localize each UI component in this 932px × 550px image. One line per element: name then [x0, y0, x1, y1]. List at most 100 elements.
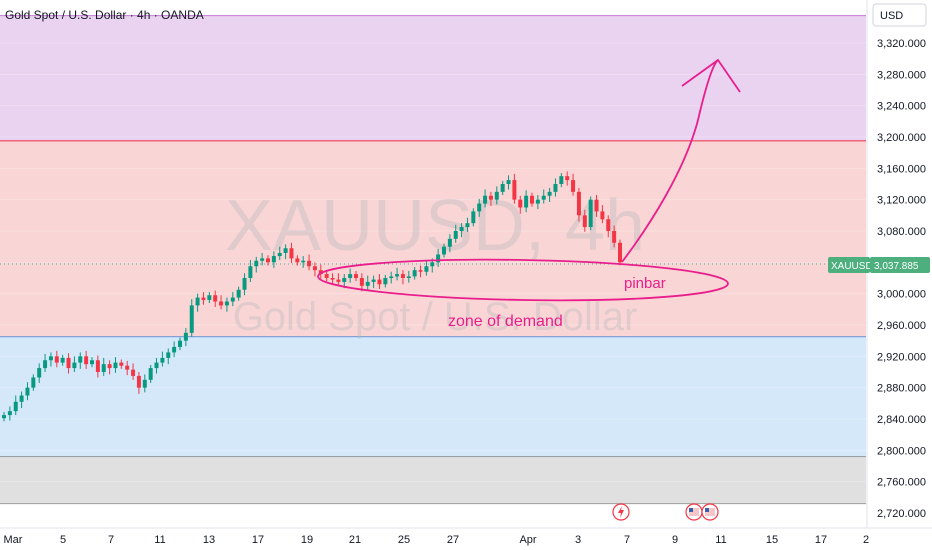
candle-body [606, 219, 611, 231]
candle-body [342, 278, 347, 282]
candle-body [588, 199, 593, 228]
candle-body [113, 362, 118, 369]
candle-body [576, 191, 581, 216]
candle-body [125, 365, 130, 370]
y-tick-label: 2,880.000 [877, 383, 926, 395]
x-tick-label: Apr [519, 534, 536, 546]
candle-body [324, 274, 329, 278]
x-tick-label: 11 [715, 534, 726, 546]
candle-body [189, 305, 194, 333]
candle-body [447, 238, 452, 247]
candle-body [66, 357, 71, 369]
y-tick-label: 2,800.000 [877, 445, 926, 457]
candle-body [207, 295, 212, 300]
y-tick-label: 3,000.000 [877, 289, 926, 301]
y-tick-label: 3,120.000 [877, 195, 926, 207]
x-tick-label: 11 [154, 534, 165, 546]
candle-body [565, 176, 570, 181]
candle-body [19, 395, 24, 402]
candle-body [336, 279, 341, 282]
candle-body [442, 246, 446, 255]
candle-body [418, 270, 423, 272]
candle-body [559, 176, 564, 184]
price-badge: XAUUSD 3,037.885 [828, 257, 930, 273]
candle-body [365, 281, 370, 286]
candle-body [488, 195, 493, 200]
grid-layer [0, 42, 866, 514]
y-tick-label: 2,840.000 [877, 414, 926, 426]
candle-body [612, 231, 617, 243]
candle-body [524, 195, 529, 208]
candle-body [289, 248, 294, 259]
x-tick-label: 27 [447, 534, 459, 546]
y-tick-label: 2,920.000 [877, 351, 926, 363]
candle-body [277, 252, 282, 257]
currency-button[interactable] [872, 3, 927, 27]
x-tick-label: 2 [863, 534, 869, 546]
x-tick-label: 21 [349, 534, 361, 546]
candle-body [37, 368, 42, 378]
candle-body [307, 260, 312, 267]
candle-body [330, 278, 335, 280]
candle-body [553, 184, 558, 192]
candle-body [541, 195, 546, 200]
candle-body [618, 242, 622, 263]
supply-zone [0, 15, 866, 141]
pinbar-label: pinbar [624, 275, 666, 292]
demand-zone [0, 336, 866, 457]
candle-body [395, 274, 400, 277]
candle-body [230, 297, 235, 302]
candle-body [31, 377, 36, 388]
candle-body [90, 360, 94, 365]
y-tick-label: 3,240.000 [877, 101, 926, 113]
candle-body [412, 270, 417, 277]
candle-body [43, 360, 48, 369]
x-tick-label: 17 [815, 534, 827, 546]
candle-body [295, 258, 300, 263]
time-axis-ticks: Mar 5 7 11 13 17 19 21 25 27 Apr 3 7 9 11 15 17 2 [4, 534, 870, 546]
y-tick-label: 3,280.000 [877, 69, 926, 81]
us-flag-icon[interactable] [701, 503, 719, 521]
candle-body [500, 184, 505, 192]
candle-body [242, 278, 247, 290]
candle-body [219, 301, 224, 306]
candle-body [213, 295, 218, 302]
us-flag-icon[interactable] [685, 503, 703, 521]
mid-zone [0, 140, 866, 337]
candle-body [101, 364, 106, 372]
flash-icon[interactable] [612, 503, 630, 521]
candle-body [224, 301, 229, 306]
price-badge-symbol-box [828, 257, 870, 273]
lower-zone [0, 456, 866, 504]
x-tick-label: 9 [672, 534, 678, 546]
y-tick-label: 3,160.000 [877, 163, 926, 175]
candle-body [400, 274, 405, 278]
watermark-symbol: XAUUSD, 4h [225, 186, 645, 266]
x-tick-label: 3 [575, 534, 581, 546]
candle-body [201, 297, 206, 300]
candle-body [48, 356, 53, 361]
time-axis[interactable] [0, 528, 932, 550]
candle-body [424, 266, 429, 272]
candle-body [7, 411, 12, 416]
candle-body [571, 180, 576, 192]
projection-arrow [621, 59, 719, 263]
candle-body [348, 274, 353, 278]
candle-body [477, 203, 482, 212]
candle-body [371, 279, 376, 282]
candle-body [119, 362, 124, 366]
candle-body [154, 362, 159, 369]
x-tick-label: 25 [398, 534, 410, 546]
candle-body [84, 356, 89, 365]
candle-body [312, 266, 317, 271]
price-badge-symbol: XAUUSD [831, 261, 873, 272]
arrow-head [681, 58, 741, 93]
candle-body [107, 364, 112, 369]
candle-body [178, 340, 182, 347]
x-tick-label: 7 [108, 534, 114, 546]
candle-body [271, 256, 276, 263]
candle-body [512, 180, 517, 200]
x-tick-label: 19 [301, 534, 313, 546]
candle-body [301, 260, 306, 263]
